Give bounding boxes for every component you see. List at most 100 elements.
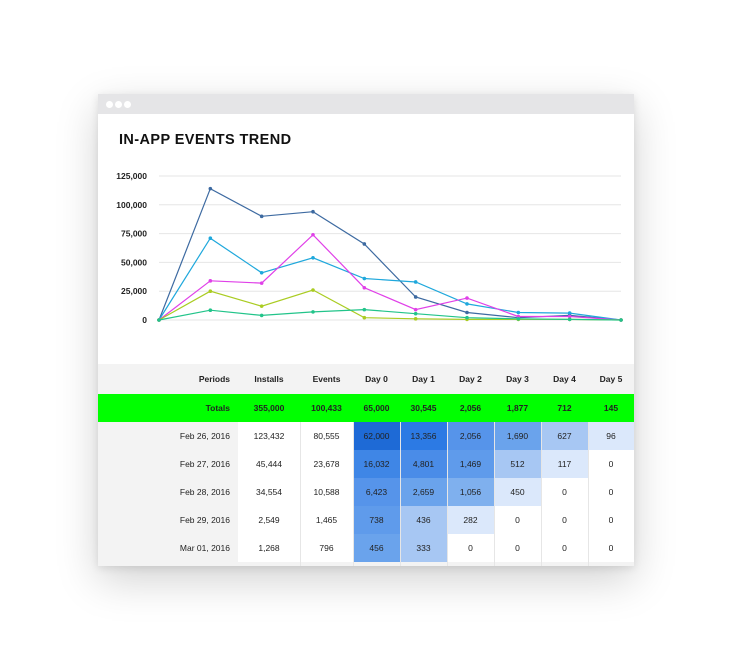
data-point[interactable] bbox=[413, 317, 418, 321]
column-header: Day 1 bbox=[412, 374, 435, 384]
data-point[interactable] bbox=[619, 318, 623, 322]
data-point[interactable] bbox=[208, 279, 213, 283]
data-point[interactable] bbox=[362, 315, 367, 320]
table-cell: 282 bbox=[447, 506, 494, 534]
column-divider bbox=[353, 422, 354, 566]
retention-table: Periods Installs Events Day 0 Day 1 Day 2 Day … bbox=[98, 364, 634, 566]
series-line-4 bbox=[158, 308, 622, 321]
data-point[interactable] bbox=[362, 307, 367, 312]
row-period-label: Feb 27, 2016 bbox=[98, 450, 238, 478]
data-point[interactable] bbox=[208, 289, 213, 293]
totals-label: Totals bbox=[205, 403, 230, 413]
column-header: Day 5 bbox=[599, 374, 623, 384]
table-cell: 2,549 bbox=[238, 506, 300, 534]
table-cell: 627 bbox=[541, 422, 588, 450]
table-cell: 512 bbox=[494, 450, 541, 478]
column-divider bbox=[541, 422, 542, 566]
series-line-1 bbox=[158, 237, 622, 321]
totals-cell: 2,056 bbox=[459, 403, 482, 413]
table-cell: 1,469 bbox=[447, 450, 494, 478]
table-cell: 62,000 bbox=[353, 422, 400, 450]
data-point[interactable] bbox=[516, 317, 521, 321]
row-period-label: Feb 28, 2016 bbox=[98, 478, 238, 506]
table-cell: 117 bbox=[541, 450, 588, 478]
table-row[interactable]: Feb 26, 2016 123,432 80,555 62,000 13,356 2,0… bbox=[98, 422, 634, 450]
table-cell: 0 bbox=[588, 506, 634, 534]
table-cell: 2,056 bbox=[447, 422, 494, 450]
data-point[interactable] bbox=[362, 242, 367, 246]
data-point[interactable] bbox=[311, 209, 315, 214]
data-point[interactable] bbox=[259, 313, 264, 318]
totals-cell: 30,545 bbox=[410, 403, 437, 413]
data-point[interactable] bbox=[157, 318, 161, 322]
table-cell: 0 bbox=[588, 534, 634, 562]
data-point[interactable] bbox=[259, 281, 264, 285]
table-totals-row: Totals 355,000 100,433 65,000 30,545 2,056 1,8… bbox=[98, 394, 634, 422]
data-point[interactable] bbox=[465, 315, 469, 320]
table-cell: 0 bbox=[588, 478, 634, 506]
data-point[interactable] bbox=[465, 310, 469, 315]
table-cell: 738 bbox=[353, 506, 400, 534]
column-header: Events bbox=[312, 374, 341, 384]
data-point[interactable] bbox=[311, 255, 315, 260]
data-point[interactable] bbox=[465, 302, 469, 306]
column-divider bbox=[400, 422, 401, 566]
data-point[interactable] bbox=[208, 186, 213, 191]
table-cell: 1,690 bbox=[494, 422, 541, 450]
series-line-2 bbox=[158, 233, 622, 321]
column-divider bbox=[300, 422, 301, 566]
y-tick-label: 50,000 bbox=[121, 257, 147, 267]
column-divider bbox=[588, 422, 589, 566]
series-line-3 bbox=[158, 289, 622, 321]
data-point[interactable] bbox=[259, 214, 264, 219]
table-cell: 0 bbox=[588, 450, 634, 478]
table-row[interactable]: Feb 28, 2016 34,554 10,588 6,423 2,659 1,056 4… bbox=[98, 478, 634, 506]
y-tick-label: 0 bbox=[142, 315, 147, 325]
page-title: IN-APP EVENTS TREND bbox=[119, 132, 292, 148]
data-point[interactable] bbox=[362, 276, 367, 281]
data-point[interactable] bbox=[311, 232, 315, 237]
data-point[interactable] bbox=[208, 308, 213, 313]
totals-cell: 145 bbox=[603, 403, 619, 413]
window-dot-icon[interactable] bbox=[115, 101, 122, 108]
data-point[interactable] bbox=[311, 288, 315, 292]
window-dot-icon[interactable] bbox=[106, 101, 113, 108]
data-point[interactable] bbox=[465, 296, 469, 300]
window-dot-icon[interactable] bbox=[124, 101, 131, 108]
data-point[interactable] bbox=[208, 236, 213, 241]
table-cell: 13,356 bbox=[400, 422, 447, 450]
data-point[interactable] bbox=[259, 304, 264, 308]
table-cell: 4,801 bbox=[400, 450, 447, 478]
table-cell: 333 bbox=[400, 534, 447, 562]
totals-cell: 65,000 bbox=[363, 403, 390, 413]
table-cell: 450 bbox=[494, 478, 541, 506]
data-point[interactable] bbox=[567, 317, 572, 322]
data-point[interactable] bbox=[413, 307, 418, 312]
data-point[interactable] bbox=[413, 311, 418, 316]
y-tick-label: 125,000 bbox=[116, 171, 147, 181]
table-row[interactable]: Feb 29, 2016 2,549 1,465 738 436 282 0 0 0 bbox=[98, 506, 634, 534]
table-cell: 0 bbox=[541, 478, 588, 506]
column-header: Periods bbox=[198, 374, 230, 384]
data-point[interactable] bbox=[413, 295, 418, 299]
table-row[interactable]: Mar 01, 2016 1,268 796 456 333 0 0 0 0 bbox=[98, 534, 634, 562]
table-cell: 0 bbox=[494, 506, 541, 534]
table-cell: 0 bbox=[447, 534, 494, 562]
table-cell: 456 bbox=[353, 534, 400, 562]
data-point[interactable] bbox=[413, 280, 418, 284]
data-point[interactable] bbox=[567, 311, 572, 315]
y-tick-label: 100,000 bbox=[116, 200, 147, 210]
row-period-label: Feb 26, 2016 bbox=[98, 422, 238, 450]
data-point[interactable] bbox=[362, 285, 367, 290]
table-cell: 0 bbox=[541, 506, 588, 534]
data-point[interactable] bbox=[259, 270, 264, 275]
column-divider bbox=[447, 422, 448, 566]
y-tick-label: 25,000 bbox=[121, 286, 147, 296]
table-row[interactable]: Feb 27, 2016 45,444 23,678 16,032 4,801 1,469… bbox=[98, 450, 634, 478]
table-cell: 10,588 bbox=[300, 478, 353, 506]
window-titlebar bbox=[98, 94, 634, 114]
data-point[interactable] bbox=[311, 310, 315, 314]
data-point[interactable] bbox=[516, 310, 521, 315]
app-window: IN-APP EVENTS TREND 125,000 100,000 75,000… bbox=[98, 94, 634, 566]
data-point[interactable] bbox=[567, 314, 572, 319]
